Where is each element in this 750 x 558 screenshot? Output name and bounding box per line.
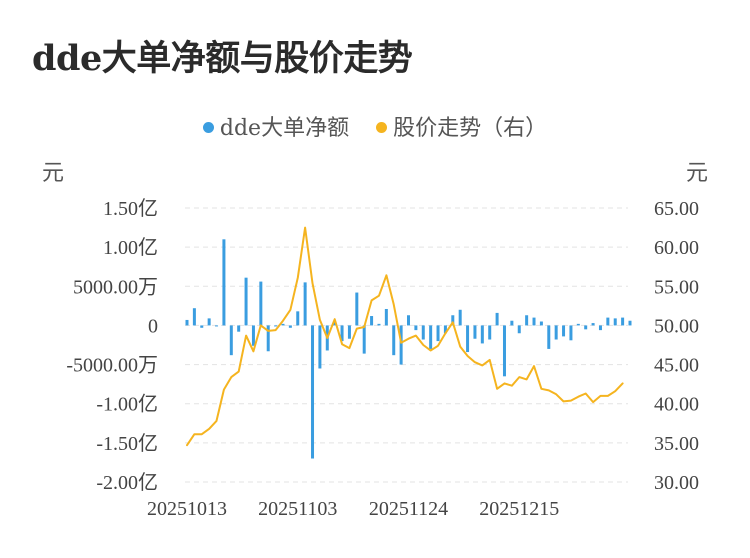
right-axis-unit: 元	[685, 161, 708, 186]
legend-label-price: 股价走势（右）	[393, 116, 548, 141]
x-tick-label: 20251124	[369, 498, 448, 520]
bar	[340, 325, 344, 342]
bar	[628, 320, 632, 326]
legend-item-dde[interactable]: dde大单净额	[202, 110, 350, 142]
bar	[207, 318, 211, 326]
bar	[613, 318, 617, 326]
bar	[606, 317, 610, 326]
legend-label-dde: dde大单净额	[219, 116, 350, 141]
bar	[407, 315, 410, 326]
bar	[480, 325, 484, 344]
x-tick-label: 20251103	[258, 498, 337, 520]
bar	[370, 316, 374, 326]
bar	[414, 325, 418, 331]
bar	[436, 325, 440, 342]
legend-dot-dde-icon	[202, 122, 214, 133]
bar	[443, 325, 447, 334]
bar	[347, 325, 351, 339]
bar	[222, 239, 226, 326]
bar	[451, 315, 455, 326]
right-tick-label: 50.00	[654, 315, 699, 337]
bar	[244, 277, 248, 326]
bar	[215, 325, 219, 327]
bar	[200, 325, 204, 328]
bar	[621, 317, 625, 326]
bar	[466, 325, 470, 353]
legend: dde大单净额 股价走势（右）	[0, 110, 750, 142]
bar	[377, 323, 381, 326]
bar	[399, 325, 403, 365]
bar	[303, 282, 307, 326]
right-tick-label: 40.00	[654, 394, 699, 416]
right-tick-label: 65.00	[654, 198, 699, 220]
bar	[384, 308, 388, 326]
bar	[539, 321, 543, 326]
x-axis-labels: 20251013 20251103 20251124 20251215	[147, 498, 559, 520]
bar	[237, 325, 241, 332]
bar	[510, 320, 514, 326]
right-tick-label: 60.00	[654, 237, 699, 259]
right-axis-labels: 65.00 60.00 55.00 50.00 45.00 40.00 35.00 30.00	[654, 198, 699, 494]
left-axis-unit: 元	[42, 161, 65, 186]
left-tick-label: -5000.00万	[66, 355, 158, 377]
bar	[392, 325, 396, 356]
bar	[517, 325, 521, 334]
grid-lines	[185, 207, 628, 483]
bar-series	[185, 239, 632, 459]
bar	[355, 292, 359, 326]
bar	[281, 323, 285, 326]
bar	[229, 325, 233, 356]
bar	[421, 325, 425, 340]
bar	[429, 325, 433, 349]
bar	[288, 325, 292, 328]
bar	[458, 309, 462, 326]
right-tick-label: 35.00	[654, 433, 699, 455]
bar	[598, 325, 602, 331]
bar	[502, 325, 506, 377]
x-tick-label: 20251013	[147, 498, 227, 520]
bar	[362, 325, 366, 354]
bar	[318, 325, 322, 369]
left-tick-label: 1.00亿	[103, 236, 158, 259]
left-tick-label: 0	[148, 315, 158, 337]
bar	[488, 325, 492, 340]
bar	[296, 311, 300, 326]
left-axis-labels: 1.50亿 1.00亿 5000.00万 0 -5000.00万 -1.00亿 -1.50亿…	[66, 197, 158, 494]
legend-dot-price-icon	[376, 122, 388, 133]
bar	[251, 325, 255, 346]
bar	[554, 325, 558, 340]
right-tick-label: 30.00	[654, 472, 699, 494]
chart-title: dde大单净额与股价走势	[32, 38, 413, 79]
price-line	[186, 226, 624, 447]
left-tick-label: -2.00亿	[96, 471, 158, 494]
bar	[532, 317, 536, 326]
legend-item-price[interactable]: 股价走势（右）	[376, 110, 547, 142]
bar	[576, 323, 580, 326]
left-tick-label: -1.50亿	[96, 432, 158, 455]
bar	[584, 325, 588, 330]
left-tick-label: 5000.00万	[73, 276, 158, 298]
bar	[333, 321, 337, 326]
bar	[325, 325, 329, 351]
x-tick-label: 20251215	[479, 498, 559, 520]
right-tick-label: 45.00	[654, 355, 699, 377]
left-tick-label: -1.00亿	[96, 393, 158, 416]
left-tick-label: 1.50亿	[103, 197, 158, 220]
bar	[266, 325, 270, 352]
bar	[192, 308, 196, 326]
bar	[569, 325, 573, 341]
bar	[525, 315, 529, 326]
bar	[495, 312, 499, 326]
bar	[547, 325, 551, 349]
line-series	[186, 226, 624, 447]
bar	[274, 325, 278, 327]
bar	[259, 281, 263, 326]
right-tick-label: 55.00	[654, 276, 699, 298]
bar	[185, 319, 189, 326]
bar	[562, 325, 566, 337]
bar	[591, 323, 595, 326]
bar	[473, 325, 477, 339]
bar	[311, 325, 315, 459]
